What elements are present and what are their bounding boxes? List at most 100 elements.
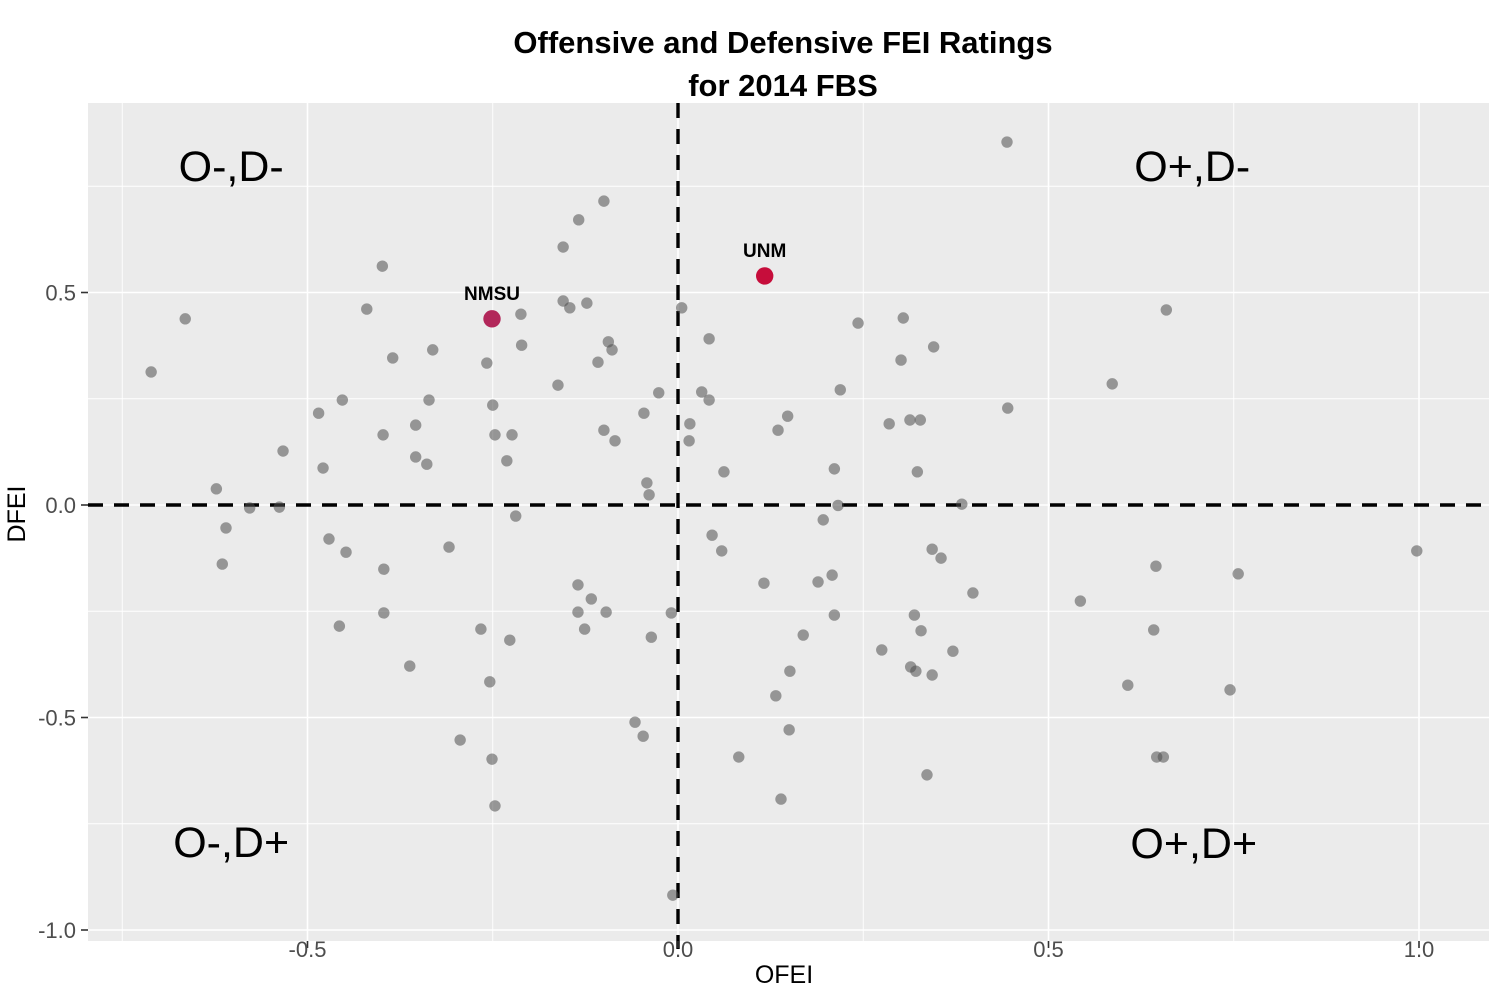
data-point (210, 483, 223, 495)
data-point (883, 418, 895, 430)
data-point (220, 522, 232, 534)
y-axis-title: DFEI (3, 486, 31, 543)
data-point (828, 609, 841, 621)
data-point (1232, 568, 1244, 580)
quadrant-labels: O-,D- O+,D- O-,D+ O+,D+ (173, 143, 1257, 868)
data-point (404, 660, 416, 672)
data-point (145, 366, 157, 378)
data-point (598, 424, 610, 436)
quadrant-label: O-,D- (179, 143, 284, 191)
plot-panel (88, 103, 1489, 941)
highlighted-point-label: UNM (743, 241, 786, 262)
data-point (423, 394, 435, 406)
y-tick-label: -0.5 (38, 706, 76, 731)
data-point (718, 466, 730, 478)
data-point (378, 563, 390, 575)
data-point (921, 769, 933, 781)
data-point (772, 424, 784, 436)
data-point (572, 579, 584, 591)
data-point (179, 313, 191, 325)
data-point (378, 607, 390, 619)
data-point (273, 501, 286, 513)
data-point (733, 751, 745, 763)
x-axis-tick-labels: -0.5 0.0 0.5 1.0 (289, 937, 1435, 962)
data-point (834, 384, 846, 396)
data-point (564, 302, 576, 314)
data-point (1001, 136, 1013, 148)
data-point (1148, 624, 1160, 636)
data-point (487, 399, 499, 411)
data-point (1106, 378, 1118, 390)
data-point (926, 543, 938, 555)
data-point (489, 800, 501, 812)
data-point (817, 514, 829, 526)
data-point (317, 462, 329, 474)
data-point (609, 435, 621, 447)
scatter-points (145, 136, 1423, 901)
y-tick-label: 0.5 (45, 281, 76, 306)
data-point (911, 466, 924, 478)
data-point (486, 753, 498, 765)
data-point (600, 606, 612, 618)
data-point (427, 344, 439, 356)
data-point (758, 577, 770, 589)
data-point (515, 308, 527, 320)
gridlines-minor (88, 103, 1489, 941)
data-point (409, 451, 422, 463)
data-point (216, 558, 228, 570)
data-point (504, 634, 516, 646)
data-point (696, 386, 708, 398)
data-point (643, 489, 655, 501)
data-point (637, 730, 649, 742)
data-point (481, 357, 493, 369)
data-point (581, 297, 593, 309)
data-point (935, 552, 947, 564)
data-point (336, 394, 349, 406)
data-point (443, 541, 455, 553)
data-point (908, 609, 921, 621)
data-point (667, 889, 679, 901)
y-tick-label: -1.0 (38, 918, 76, 943)
data-point (277, 445, 289, 457)
data-point (904, 414, 916, 426)
data-point (323, 533, 335, 545)
data-point (832, 499, 844, 512)
data-point (770, 690, 782, 702)
data-point (552, 379, 564, 391)
data-point (947, 645, 959, 657)
data-point (515, 339, 528, 351)
data-point (653, 387, 665, 399)
data-point (489, 429, 501, 441)
data-point (684, 418, 696, 430)
data-point (244, 502, 256, 514)
data-point (895, 354, 907, 366)
data-point (1074, 595, 1087, 607)
data-point (703, 394, 715, 406)
data-point (475, 623, 487, 635)
data-point (852, 317, 864, 329)
data-point (683, 435, 695, 447)
axis-tick-marks (81, 291, 1420, 948)
chart-title-line2: for 2014 FBS (688, 68, 878, 103)
data-point (361, 303, 373, 315)
data-point (1224, 684, 1236, 696)
data-point (1150, 560, 1162, 572)
data-point (454, 734, 466, 746)
data-point (812, 576, 824, 588)
data-point (501, 455, 513, 467)
x-axis-title: OFEI (755, 961, 813, 989)
x-tick-label: 1.0 (1404, 937, 1435, 962)
data-point (828, 463, 841, 475)
data-point (557, 241, 569, 253)
x-tick-label: 0.5 (1033, 937, 1064, 962)
highlighted-data-point (483, 310, 501, 328)
data-point (585, 593, 598, 605)
x-tick-label: -0.5 (289, 937, 327, 962)
data-point (926, 669, 938, 681)
data-point (387, 352, 399, 364)
data-point (914, 414, 927, 426)
highlighted-point-label: NMSU (464, 284, 520, 305)
data-point (312, 407, 325, 419)
data-point (506, 429, 518, 441)
